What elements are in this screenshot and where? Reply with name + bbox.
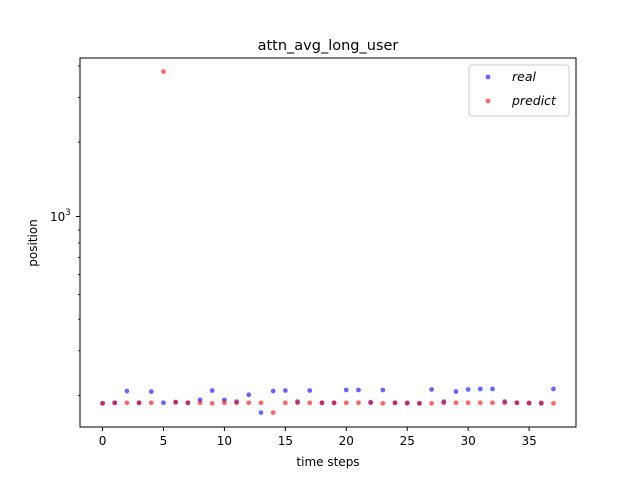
point-real [551,386,556,392]
y-tick-label-1000: 103 [50,208,71,224]
point-predict [319,400,325,406]
point-predict [258,400,264,406]
point-real [209,388,215,393]
point-predict [368,400,374,406]
point-predict [514,400,520,406]
point-predict [490,400,495,406]
point-real [246,392,252,398]
legend-box [468,64,570,117]
x-axis: 0 5 10 15 20 25 30 35 [99,427,537,448]
legend-marker-predict [485,98,491,104]
point-real [429,387,434,392]
y-axis-label: position [26,219,40,267]
x-tick-label: 20 [339,434,354,448]
legend-label-predict: predict [511,93,557,108]
point-predict [392,400,398,406]
point-predict [429,400,434,406]
legend-marker-real [485,74,491,80]
point-predict [185,400,191,406]
point-real [343,387,349,393]
x-tick-label: 25 [400,434,415,448]
point-predict [282,400,288,406]
point-predict [246,400,252,406]
point-predict [124,400,130,406]
point-predict [307,400,313,406]
x-tick-label: 0 [99,434,107,448]
point-real [161,400,166,406]
plot-frame [79,57,577,428]
point-predict [209,400,215,406]
point-real [124,388,130,394]
point-predict [356,400,361,406]
point-predict [477,400,483,406]
point-real [282,388,288,393]
point-predict [551,400,556,406]
point-predict [331,400,337,406]
point-real [270,388,276,394]
legend: real predict [468,64,570,117]
point-predict [234,400,240,406]
point-real [465,387,471,392]
point-predict [417,400,422,406]
point-predict [148,400,154,406]
point-predict [136,400,142,406]
point-real [258,410,264,415]
point-predict [161,69,166,74]
x-tick-label: 10 [217,434,232,448]
y-axis: 103 [50,65,80,396]
x-tick-label: 30 [461,434,476,448]
y-tick-exponent: 3 [65,208,70,218]
x-axis-label: time steps [296,455,359,469]
x-tick-label: 5 [160,434,168,448]
point-predict [173,399,179,405]
point-predict [538,400,544,406]
point-real [380,387,386,393]
point-predict [343,400,349,406]
point-predict [526,400,532,406]
point-predict [465,400,471,406]
point-predict [453,400,459,406]
data-points [100,69,556,415]
point-real [307,388,313,393]
chart-title: attn_avg_long_user [258,38,399,54]
point-predict [197,400,203,406]
point-real [148,389,154,394]
point-real [477,386,483,392]
point-predict [380,400,386,406]
x-tick-label: 35 [521,434,536,448]
point-predict [295,400,300,406]
point-predict [270,410,276,415]
legend-label-real: real [512,69,536,84]
x-tick-label: 15 [278,434,293,448]
point-predict [222,400,227,406]
point-predict [441,400,447,406]
point-real [356,387,361,393]
point-predict [112,400,118,406]
point-predict [502,400,508,406]
point-real [490,386,495,392]
point-predict [404,400,410,406]
point-real [453,389,459,394]
y-tick-base: 10 [50,210,65,224]
point-predict [100,400,105,406]
